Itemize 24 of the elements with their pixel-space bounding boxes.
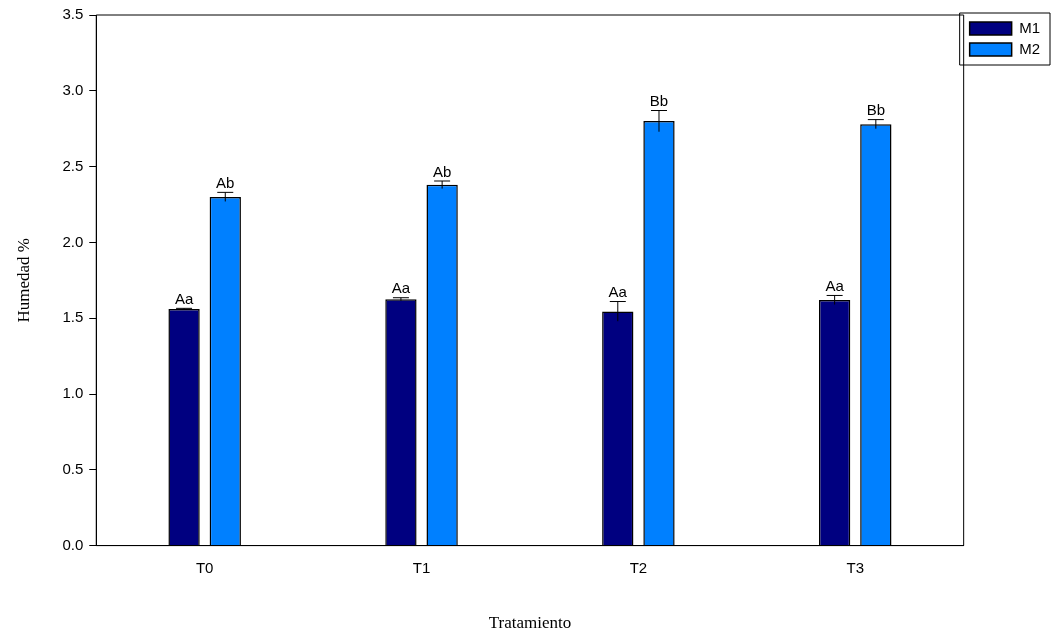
data-label: Aa bbox=[174, 289, 194, 307]
y-tick-label: 1.0 bbox=[62, 384, 84, 402]
x-tick-label: T1 bbox=[412, 558, 431, 576]
y-tick-label: 2.0 bbox=[62, 232, 84, 250]
y-tick-label: 0.0 bbox=[62, 535, 84, 553]
legend-label: M1 bbox=[1019, 18, 1041, 36]
data-label: Bb bbox=[866, 101, 886, 119]
data-label: Ab bbox=[432, 162, 452, 180]
x-tick-label: T3 bbox=[846, 558, 864, 576]
data-label: Aa bbox=[608, 283, 628, 301]
x-tick-label: T2 bbox=[629, 558, 648, 576]
y-tick-label: 3.0 bbox=[62, 80, 84, 98]
data-label: Aa bbox=[391, 279, 411, 297]
data-label: Bb bbox=[649, 92, 669, 110]
legend-label: M2 bbox=[1019, 39, 1041, 57]
data-label: Ab bbox=[216, 174, 235, 192]
data-label: Aa bbox=[825, 277, 845, 295]
y-tick-label: 1.5 bbox=[62, 308, 84, 326]
x-axis-title: Tratamiento bbox=[488, 613, 572, 633]
x-tick-label: T0 bbox=[195, 558, 214, 576]
y-tick-label: 3.5 bbox=[62, 5, 84, 23]
y-tick-label: 2.5 bbox=[62, 156, 84, 174]
y-axis-title: Humedad % bbox=[13, 238, 33, 323]
y-tick-label: 0.5 bbox=[62, 459, 84, 477]
